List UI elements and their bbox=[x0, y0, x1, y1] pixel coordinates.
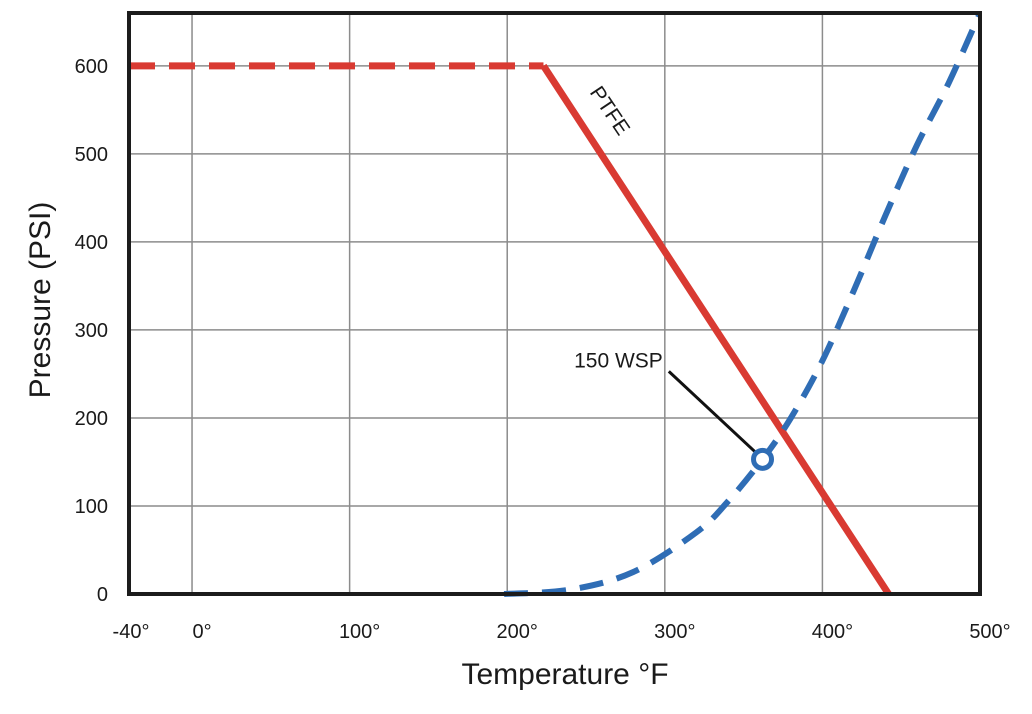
x-tick-label: 400° bbox=[812, 621, 853, 643]
x-tick-label: 200° bbox=[497, 621, 538, 643]
series-150-wsp bbox=[503, 11, 980, 597]
series-layer bbox=[129, 11, 980, 597]
x-tick-labels: -40° 0° 100° 200° 300° 400° 500° bbox=[113, 621, 1011, 643]
annotation-leader-line bbox=[667, 370, 756, 453]
x-axis-title: Temperature °F bbox=[461, 658, 668, 691]
annotation-label: PTFE bbox=[585, 82, 634, 139]
annotation-label: 150 WSP bbox=[574, 349, 663, 372]
x-tick-label: 100° bbox=[339, 621, 380, 643]
series-line bbox=[503, 11, 980, 597]
y-tick-label: 100 bbox=[75, 496, 108, 518]
y-tick-label: 300 bbox=[75, 320, 108, 342]
x-tick-label: 500° bbox=[969, 621, 1010, 643]
y-axis-title: Pressure (PSI) bbox=[24, 202, 57, 399]
x-tick-label: 300° bbox=[654, 621, 695, 643]
y-tick-labels: 0 100 200 300 400 500 600 bbox=[75, 56, 108, 606]
y-tick-label: 500 bbox=[75, 144, 108, 166]
series-line-segment bbox=[540, 63, 892, 596]
y-tick-label: 200 bbox=[75, 408, 108, 430]
y-tick-label: 0 bbox=[97, 584, 108, 606]
x-tick-label: -40° bbox=[113, 621, 150, 643]
annotation-marker bbox=[751, 447, 775, 471]
plot-frame bbox=[127, 11, 982, 596]
annotations: PTFE 150 WSP bbox=[574, 82, 775, 471]
y-tick-label: 600 bbox=[75, 56, 108, 78]
x-tick-label: 0° bbox=[192, 621, 211, 643]
y-tick-label: 400 bbox=[75, 232, 108, 254]
grid-lines bbox=[129, 13, 980, 594]
series-ptfe bbox=[129, 62, 892, 596]
